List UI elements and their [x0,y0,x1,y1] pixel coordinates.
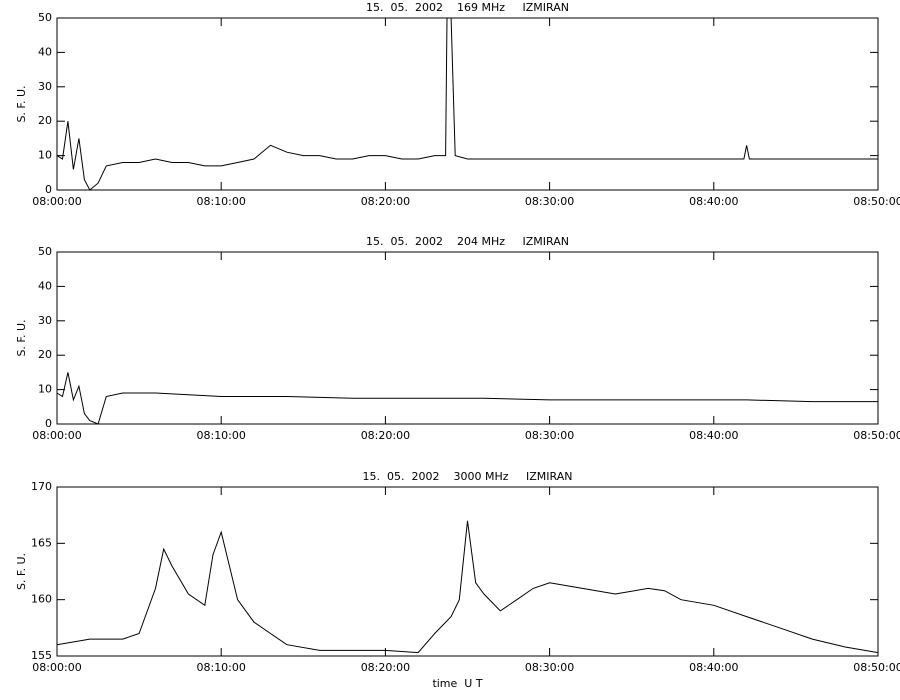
y-tick-label: 20 [38,348,52,361]
x-tick-label: 08:20:00 [361,661,410,674]
y-tick-label: 165 [31,536,52,549]
chart-title: 15. 05. 2002 204 MHz IZMIRAN [366,235,569,248]
x-tick-label: 08:30:00 [525,661,574,674]
y-tick-label: 0 [45,183,52,196]
y-tick-label: 10 [38,383,52,396]
x-tick-label: 08:00:00 [32,429,81,442]
data-line [56,520,879,654]
x-tick-label: 08:20:00 [361,429,410,442]
y-axis-label: S. F. U. [15,319,28,356]
x-tick-label: 08:10:00 [196,195,245,208]
y-tick-label: 30 [38,80,52,93]
x-tick-label: 08:20:00 [361,195,410,208]
x-axis-label: time U T [432,677,482,690]
plot-frame [56,17,879,191]
y-tick-label: 155 [31,649,52,662]
y-tick-label: 50 [38,245,52,258]
data-line [56,372,878,425]
y-axis-label: S. F. U. [15,553,28,590]
y-tick-label: 50 [38,11,52,24]
chart-title: 15. 05. 2002 3000 MHz IZMIRAN [363,470,573,483]
y-tick-label: 10 [38,149,52,162]
plot-frame [56,486,879,657]
x-tick-label: 08:30:00 [525,195,574,208]
x-tick-label: 08:40:00 [689,429,738,442]
y-tick-label: 40 [38,279,52,292]
x-tick-label: 08:50:00 [853,661,900,674]
x-tick-label: 08:30:00 [525,429,574,442]
x-tick-label: 08:50:00 [853,195,900,208]
y-tick-label: 40 [38,45,52,58]
x-tick-label: 08:00:00 [32,195,81,208]
x-tick-label: 08:40:00 [689,195,738,208]
x-tick-label: 08:10:00 [196,429,245,442]
chart-title: 15. 05. 2002 169 MHz IZMIRAN [366,1,569,14]
y-tick-label: 170 [31,480,52,493]
y-tick-label: 0 [45,417,52,430]
plot-frame [56,251,879,425]
x-tick-label: 08:50:00 [853,429,900,442]
y-axis-label: S. F. U. [15,85,28,122]
y-tick-label: 20 [38,114,52,127]
x-tick-label: 08:40:00 [689,661,738,674]
x-tick-label: 08:00:00 [32,661,81,674]
x-tick-label: 08:10:00 [196,661,245,674]
y-tick-label: 30 [38,314,52,327]
y-tick-label: 160 [31,593,52,606]
data-line [56,17,878,191]
